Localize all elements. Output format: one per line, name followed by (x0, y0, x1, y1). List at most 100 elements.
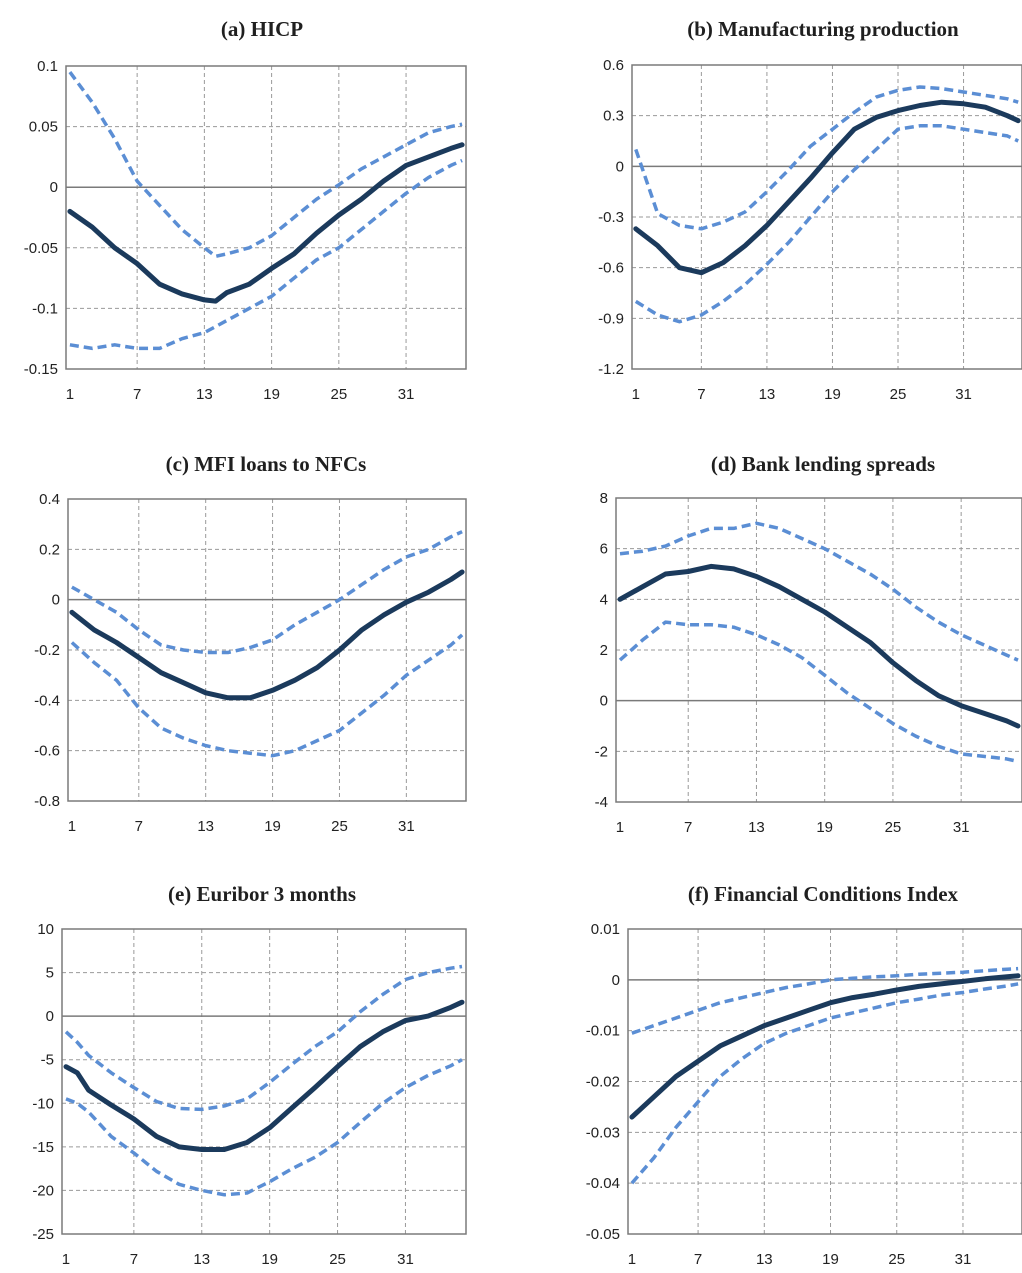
chart-d-y-tick-label: 0 (600, 693, 608, 710)
chart-b-lower-line (634, 124, 1019, 324)
chart-c-y-tick-label: -0.8 (34, 793, 60, 810)
chart-b-x-tick-label: 19 (824, 386, 841, 403)
chart-c-title: (c) MFI loans to NFCs (166, 452, 367, 476)
chart-e-x-tick-label: 1 (62, 1251, 70, 1268)
chart-f-y-tick-label: 0.01 (591, 921, 620, 938)
chart-c-y-tick-label: 0 (52, 592, 60, 609)
chart-a-y-tick-label: 0.05 (29, 119, 58, 136)
chart-c-x-tick-label: 25 (331, 818, 348, 835)
chart-d-x-tick-label: 13 (748, 819, 765, 836)
chart-c-y-tick-label: -0.2 (34, 642, 60, 659)
chart-c-y-tick-label: -0.4 (34, 692, 60, 709)
chart-f-x-tick-label: 31 (955, 1251, 972, 1268)
chart-c-lower-line (70, 633, 464, 758)
chart-d-y-tick-label: 8 (600, 490, 608, 507)
chart-a-x-tick-label: 31 (398, 386, 415, 403)
chart-b-x-tick-label: 7 (697, 386, 705, 403)
chart-a-title: (a) HICP (221, 17, 303, 41)
chart-e-x-tick-label: 25 (329, 1251, 346, 1268)
chart-f-x-tick-label: 13 (756, 1251, 773, 1268)
chart-e-x-tick-label: 31 (397, 1251, 414, 1268)
chart-b-upper-line (634, 85, 1019, 231)
chart-b-y-tick-label: -0.3 (598, 209, 624, 226)
chart-f-y-tick-label: -0.04 (586, 1175, 620, 1192)
chart-d-lower-line (618, 620, 1019, 764)
chart-a-median-line (67, 142, 465, 304)
chart-c-y-tick-label: -0.6 (34, 743, 60, 760)
chart-a-x-tick-label: 25 (330, 386, 347, 403)
chart-e-title: (e) Euribor 3 months (168, 882, 356, 906)
chart-c-x-tick-label: 7 (135, 818, 143, 835)
chart-d-title: (d) Bank lending spreads (711, 452, 935, 476)
chart-a-y-tick-label: -0.1 (32, 300, 58, 317)
chart-c-upper-line (71, 530, 463, 655)
chart-c-x-tick-label: 13 (197, 818, 214, 835)
chart-f-y-tick-label: -0.05 (586, 1226, 620, 1243)
chart-e-x-tick-label: 13 (193, 1251, 210, 1268)
chart-e-y-tick-label: 0 (46, 1008, 54, 1025)
chart-e-median-line (63, 999, 465, 1152)
chart-a-upper-line (68, 71, 463, 259)
chart-f-lower-line (630, 982, 1019, 1185)
chart-d-y-tick-label: -4 (595, 794, 608, 811)
chart-e: (e) Euribor 3 months 10 5 0 -5 -10 -15 -20 -25 1 7… (32, 882, 467, 1268)
chart-f-x-tick-label: 19 (822, 1251, 839, 1268)
chart-e-y-tick-label: -5 (41, 1052, 54, 1069)
chart-b-y-tick-label: -0.6 (598, 260, 624, 277)
chart-b-median-line (633, 99, 1021, 276)
chart-e-y-tick-label: -10 (32, 1095, 54, 1112)
chart-f-title: (f) Financial Conditions Index (688, 882, 959, 906)
chart-c-median-line (69, 569, 465, 701)
chart-f-upper-line (631, 966, 1019, 1035)
chart-d-upper-line (619, 521, 1019, 662)
chart-d-y-tick-label: 2 (600, 642, 608, 659)
chart-a-plot-border (65, 65, 467, 370)
chart-a: (a) HICP 0.1 0.05 0 -0.05 -0.1 -0.15 1 7 13 19 25 31 (24, 17, 467, 403)
chart-e-y-tick-label: 10 (37, 921, 54, 938)
chart-f-y-tick-label: -0.03 (586, 1124, 620, 1141)
chart-b-y-tick-label: -1.2 (598, 361, 624, 378)
chart-b-x-tick-label: 1 (632, 386, 640, 403)
chart-a-y-tick-label: 0.1 (37, 58, 58, 75)
chart-b-x-tick-label: 31 (955, 386, 972, 403)
chart-d-x-tick-label: 25 (885, 819, 902, 836)
chart-f-y-tick-label: -0.01 (586, 1023, 620, 1040)
chart-b-y-tick-label: -0.9 (598, 310, 624, 327)
chart-e-y-tick-label: -20 (32, 1182, 54, 1199)
chart-f-x-tick-label: 25 (888, 1251, 905, 1268)
chart-a-x-tick-label: 1 (66, 386, 74, 403)
chart-d-x-tick-label: 31 (953, 819, 970, 836)
chart-f-plot-border (627, 928, 1022, 1235)
chart-a-x-tick-label: 7 (133, 386, 141, 403)
chart-c: (c) MFI loans to NFCs 0.4 0.2 0 -0.2 -0.4 -0.6… (34, 452, 467, 835)
chart-b-plot-border (631, 64, 1022, 370)
chart-b-x-tick-label: 13 (759, 386, 776, 403)
chart-e-y-tick-label: 5 (46, 965, 54, 982)
chart-d-y-tick-label: -2 (595, 743, 608, 760)
chart-d-y-tick-label: 6 (600, 541, 608, 558)
chart-f-x-tick-label: 7 (694, 1251, 702, 1268)
chart-b-x-tick-label: 25 (890, 386, 907, 403)
chart-f-median-line (629, 973, 1021, 1120)
chart-e-y-tick-label: -15 (32, 1139, 54, 1156)
chart-e-y-tick-label: -25 (32, 1226, 54, 1243)
chart-a-y-tick-label: -0.15 (24, 361, 58, 378)
chart-c-plot-border (67, 498, 467, 802)
chart-f: (f) Financial Conditions Index 0.01 0 -0.01… (586, 882, 1022, 1268)
chart-c-x-tick-label: 19 (264, 818, 281, 835)
chart-d-x-tick-label: 19 (816, 819, 833, 836)
chart-c-x-tick-label: 31 (398, 818, 415, 835)
chart-c-y-tick-label: 0.4 (39, 491, 60, 508)
chart-e-x-tick-label: 19 (261, 1251, 278, 1268)
chart-b: (b) Manufacturing production 0.6 0.3 0 -0.3 -… (598, 17, 1022, 403)
chart-e-x-tick-label: 7 (130, 1251, 138, 1268)
chart-d-y-tick-label: 4 (600, 591, 608, 608)
chart-f-y-tick-label: 0 (612, 972, 620, 989)
chart-e-lower-line (65, 1058, 463, 1197)
chart-c-y-tick-label: 0.2 (39, 541, 60, 558)
chart-c-x-tick-label: 1 (68, 818, 76, 835)
chart-b-title: (b) Manufacturing production (687, 17, 959, 41)
chart-a-x-tick-label: 13 (196, 386, 213, 403)
chart-e-plot-border (61, 928, 467, 1235)
